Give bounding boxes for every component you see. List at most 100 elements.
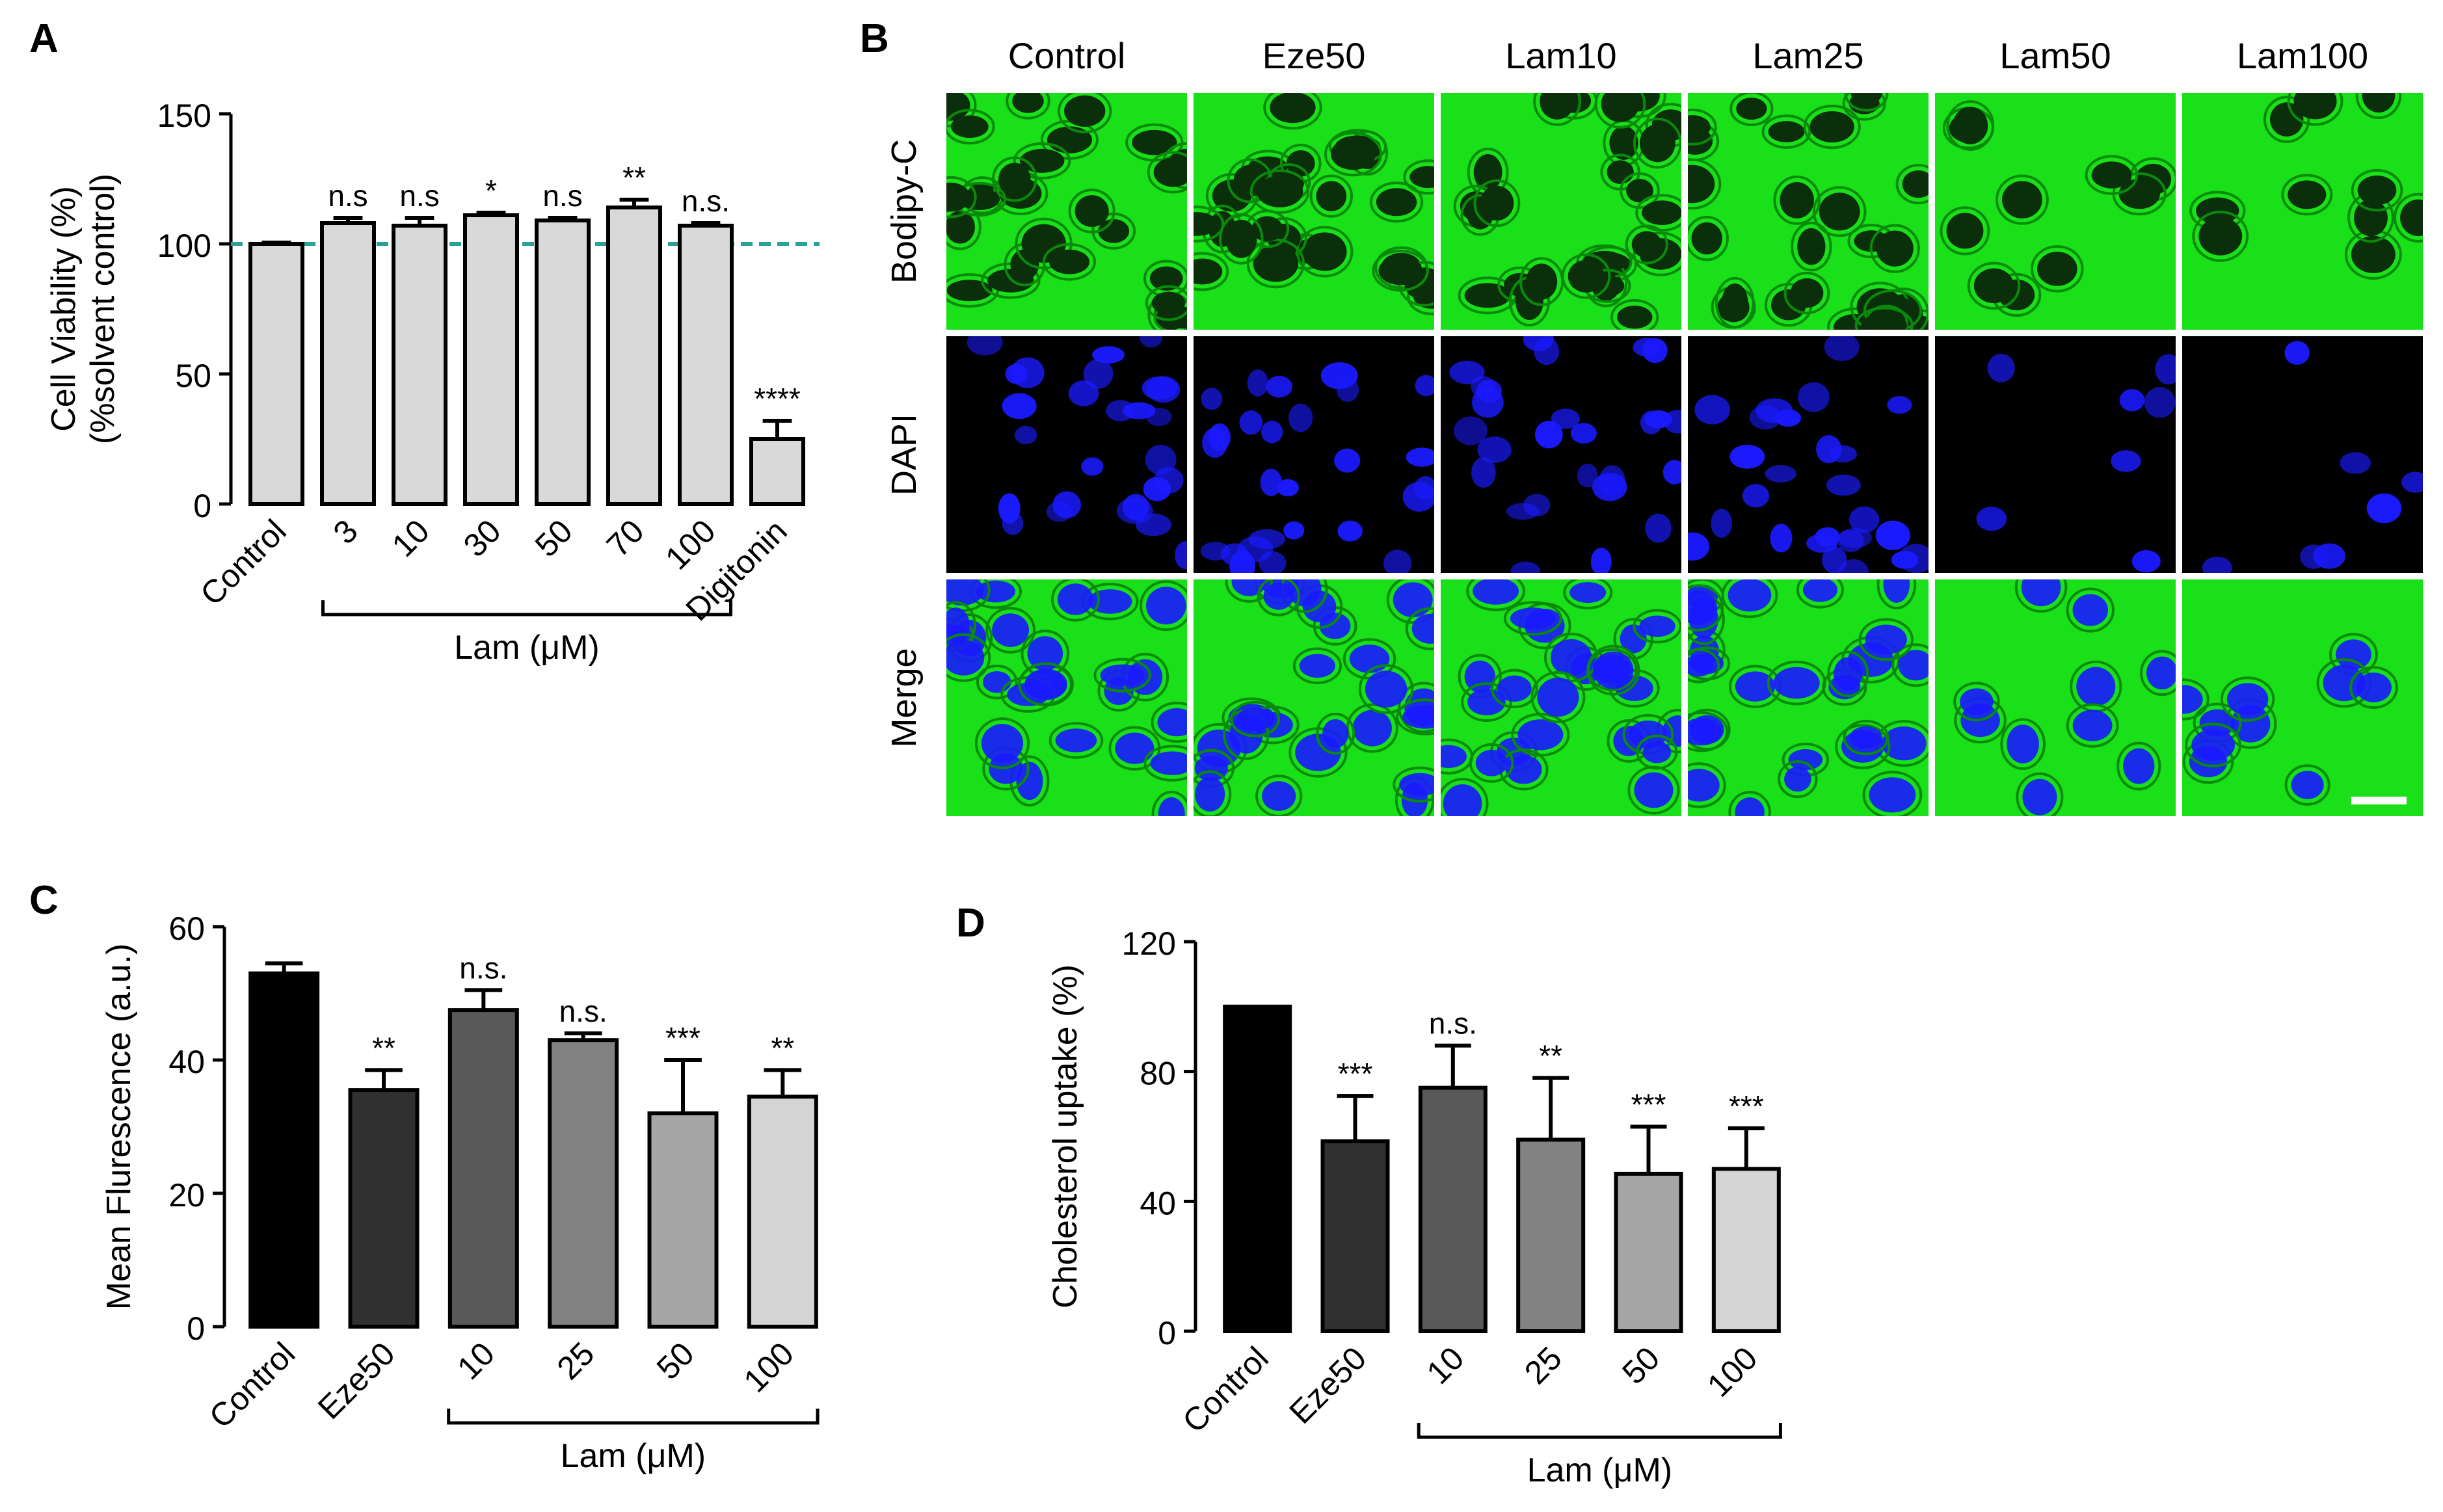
merge-nucleus [2226, 683, 2269, 715]
dapi-nucleus [1146, 376, 1181, 403]
scale-bar [2351, 797, 2407, 804]
merge-nucleus [1016, 762, 1043, 801]
merge-nucleus [2072, 594, 2108, 626]
dark-nucleus [946, 211, 975, 244]
dapi-nucleus [1201, 388, 1223, 410]
dark-nucleus [1378, 256, 1422, 285]
merge-nucleus [2323, 665, 2366, 702]
tile-dapi-eze50 [1194, 336, 1434, 573]
bar [1516, 1137, 1586, 1334]
dapi-nucleus [1154, 466, 1184, 494]
cell-membrane [1372, 249, 1429, 292]
tile-dapi-lam50 [1935, 336, 2176, 573]
dapi-nucleus [1136, 513, 1171, 537]
dapi-nucleus [1336, 378, 1359, 402]
bar [1418, 1085, 1488, 1333]
dapi-nucleus [2284, 341, 2310, 365]
cell-membrane [1791, 221, 1832, 272]
dapi-nucleus [1663, 410, 1681, 434]
dark-nucleus [1617, 305, 1653, 329]
cell-membrane [2182, 678, 2209, 721]
dapi-nucleus [2202, 556, 2232, 573]
cell-membrane [1594, 93, 1646, 129]
cell-membrane [1688, 648, 1720, 683]
cell-membrane [1006, 93, 1050, 120]
dark-nucleus [1631, 231, 1662, 258]
merge-nucleus [946, 579, 984, 605]
dapi-nucleus [2155, 354, 2176, 385]
merge-nucleus [1349, 644, 1390, 673]
bar [1614, 1171, 1683, 1334]
cell-membrane [1773, 175, 1821, 225]
dapi-nucleus [1729, 444, 1765, 469]
significance-label: n.s [542, 179, 582, 213]
cell-membrane [1778, 760, 1818, 799]
cell-membrane [2281, 174, 2333, 216]
cell-membrane [1403, 159, 1434, 195]
significance-label: *** [1338, 1057, 1373, 1091]
dapi-nucleus [1742, 484, 1770, 508]
dapi-nucleus [1570, 423, 1597, 444]
cell-membrane [1147, 151, 1187, 194]
dark-nucleus [1525, 263, 1558, 300]
merge-nucleus [1642, 741, 1672, 763]
dark-nucleus [1850, 93, 1882, 105]
dark-nucleus [2362, 93, 2396, 113]
dark-nucleus [946, 182, 970, 212]
cell-membrane [1466, 579, 1526, 611]
merge-nucleus [1263, 582, 1294, 610]
bar [1320, 1139, 1390, 1334]
merge-nucleus [976, 580, 1016, 603]
panel-letter-a: A [29, 16, 59, 61]
dark-nucleus [1270, 93, 1316, 124]
tile-bodipy-c-lam10 [1441, 93, 1681, 330]
significance-label: ** [1539, 1039, 1562, 1073]
cell-membrane [1257, 579, 1300, 617]
cell-membrane [1688, 109, 1717, 146]
cell-membrane [1324, 131, 1383, 177]
cell-membrane [1858, 618, 1914, 661]
dark-nucleus [1902, 170, 1929, 198]
merge-nucleus [1834, 657, 1863, 691]
cell-membrane [1715, 276, 1755, 329]
cell-membrane [1940, 206, 1990, 256]
cell-membrane [1194, 770, 1232, 816]
dapi-nucleus [2119, 389, 2145, 412]
merge-nucleus [1688, 769, 1720, 802]
dapi-nucleus [1477, 436, 1512, 463]
dark-nucleus [1809, 111, 1854, 143]
merge-nucleus [1057, 583, 1093, 615]
tile-bodipy-c-lam25 [1688, 93, 1929, 330]
cell-membrane [1633, 117, 1681, 169]
dark-nucleus [1607, 160, 1634, 184]
merge-nucleus [1441, 745, 1467, 768]
tile-merge-lam50 [1935, 579, 2176, 816]
merge-nucleus [992, 613, 1030, 647]
cell-membrane [1068, 189, 1115, 233]
y-tick-label: 150 [157, 98, 211, 134]
merge-nucleus [1402, 705, 1434, 729]
cell-membrane [2185, 723, 2242, 767]
dapi-nucleus [1415, 375, 1434, 397]
dark-nucleus [1736, 98, 1767, 120]
merge-nucleus [1399, 773, 1434, 796]
significance-label: n.s. [682, 184, 730, 218]
cell-membrane [1473, 179, 1521, 228]
cell-membrane [1627, 765, 1680, 815]
group-bracket-label: Lam (μM) [561, 1437, 706, 1475]
dapi-nucleus [1534, 337, 1560, 365]
cell-membrane [1441, 778, 1489, 816]
dapi-nucleus [967, 336, 1003, 356]
dapi-nucleus [1510, 561, 1541, 573]
dark-nucleus [2400, 199, 2423, 236]
cell-membrane [1563, 579, 1613, 610]
dapi-nucleus [1770, 524, 1793, 553]
merge-nucleus [2076, 667, 2116, 706]
row-label: Merge [885, 648, 924, 747]
cell-membrane [1225, 579, 1274, 603]
y-tick-label: 40 [1140, 1185, 1176, 1221]
cell-membrane [1946, 100, 1995, 151]
dapi-nucleus [1337, 520, 1363, 542]
cell-membrane [1635, 194, 1681, 232]
y-tick-label: 20 [168, 1177, 205, 1214]
